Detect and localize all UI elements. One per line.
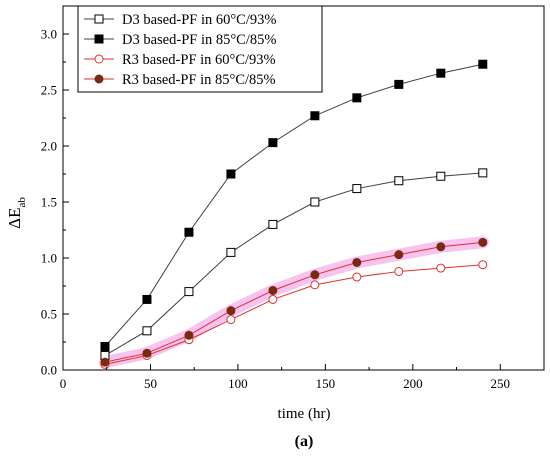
series-4-point — [226, 306, 236, 316]
legend-label: R3 based-PF in 85°C/85% — [122, 72, 276, 88]
series-2-point — [394, 79, 404, 89]
x-tick-label: 50 — [144, 376, 157, 391]
y-tick-label: 3.0 — [41, 27, 57, 42]
legend-marker — [94, 34, 104, 44]
legend: D3 based-PF in 60°C/93% D3 based-PF in 85… — [77, 5, 323, 93]
series-2-point — [184, 227, 194, 237]
series-2-point — [226, 169, 236, 179]
series-4-point — [436, 242, 446, 252]
y-tick-label: 1.5 — [41, 195, 57, 210]
series-1-point — [142, 326, 152, 336]
series-line-1 — [104, 172, 483, 356]
series-1-point — [436, 171, 446, 181]
series-markers — [100, 59, 488, 369]
series-line-2 — [104, 63, 483, 347]
y-tick-label: 0.5 — [41, 307, 57, 322]
series-4-point — [184, 330, 194, 340]
series-1-point — [268, 219, 278, 229]
legend-label: D3 based-PF in 60°C/93% — [122, 12, 276, 28]
x-tick-label: 0 — [60, 376, 67, 391]
series-4-point — [310, 270, 320, 280]
series-3-point — [436, 263, 446, 273]
y-tick-label: 2.5 — [41, 83, 57, 98]
series-1-point — [310, 197, 320, 207]
x-tick-label: 100 — [228, 376, 248, 391]
figure-caption: (a) — [295, 433, 314, 450]
y-tick-label: 0.0 — [41, 363, 57, 378]
x-tick-label: 250 — [491, 376, 511, 391]
legend-label: D3 based-PF in 85°C/85% — [122, 32, 276, 48]
series-2-point — [310, 111, 320, 121]
series-1-point — [394, 176, 404, 186]
x-axis: 0 50 100 150 200 250 — [60, 364, 510, 391]
series-4-point — [268, 285, 278, 295]
y-axis-label-main: ΔE — [5, 208, 24, 229]
series-2-point — [142, 294, 152, 304]
series-2-point — [478, 59, 488, 69]
series-highlight-band — [98, 236, 489, 369]
y-tick-label: 1.0 — [41, 251, 57, 266]
series-3-point — [226, 315, 236, 325]
legend-marker — [94, 54, 104, 64]
series-line-3 — [104, 264, 483, 365]
series-line-4 — [104, 241, 483, 363]
series-1-point — [478, 168, 488, 178]
highlight-layer — [98, 236, 489, 369]
series-3-point — [268, 294, 278, 304]
series-3-point — [310, 280, 320, 290]
series-2-point — [352, 93, 362, 103]
series-2-point — [100, 341, 110, 351]
y-axis: 0.0 0.5 1.0 1.5 2.0 2.5 3.0 — [41, 27, 69, 378]
x-tick-label: 200 — [403, 376, 423, 391]
legend-marker — [94, 74, 104, 84]
x-axis-label: time (hr) — [278, 406, 331, 422]
series-3-point — [478, 260, 488, 270]
series-2-point — [436, 68, 446, 78]
x-tick-label: 150 — [316, 376, 336, 391]
series-4-point — [394, 250, 404, 260]
y-tick-label: 2.0 — [41, 139, 57, 154]
y-axis-label-subscript: ab — [16, 197, 28, 208]
series-1-point — [352, 184, 362, 194]
legend-label: R3 based-PF in 60°C/93% — [122, 52, 276, 68]
series-3-point — [352, 272, 362, 282]
series-3-point — [394, 266, 404, 276]
series-2-point — [268, 138, 278, 148]
series-4-point — [478, 237, 488, 247]
series-lines — [104, 63, 483, 365]
legend-box — [77, 5, 323, 93]
series-1-point — [226, 247, 236, 257]
series-4-point — [352, 257, 362, 267]
series-1-point — [184, 287, 194, 297]
y-axis-label: ΔEab — [5, 197, 28, 229]
legend-marker — [94, 14, 104, 24]
series-4-point — [100, 357, 110, 367]
series-4-point — [142, 348, 152, 358]
